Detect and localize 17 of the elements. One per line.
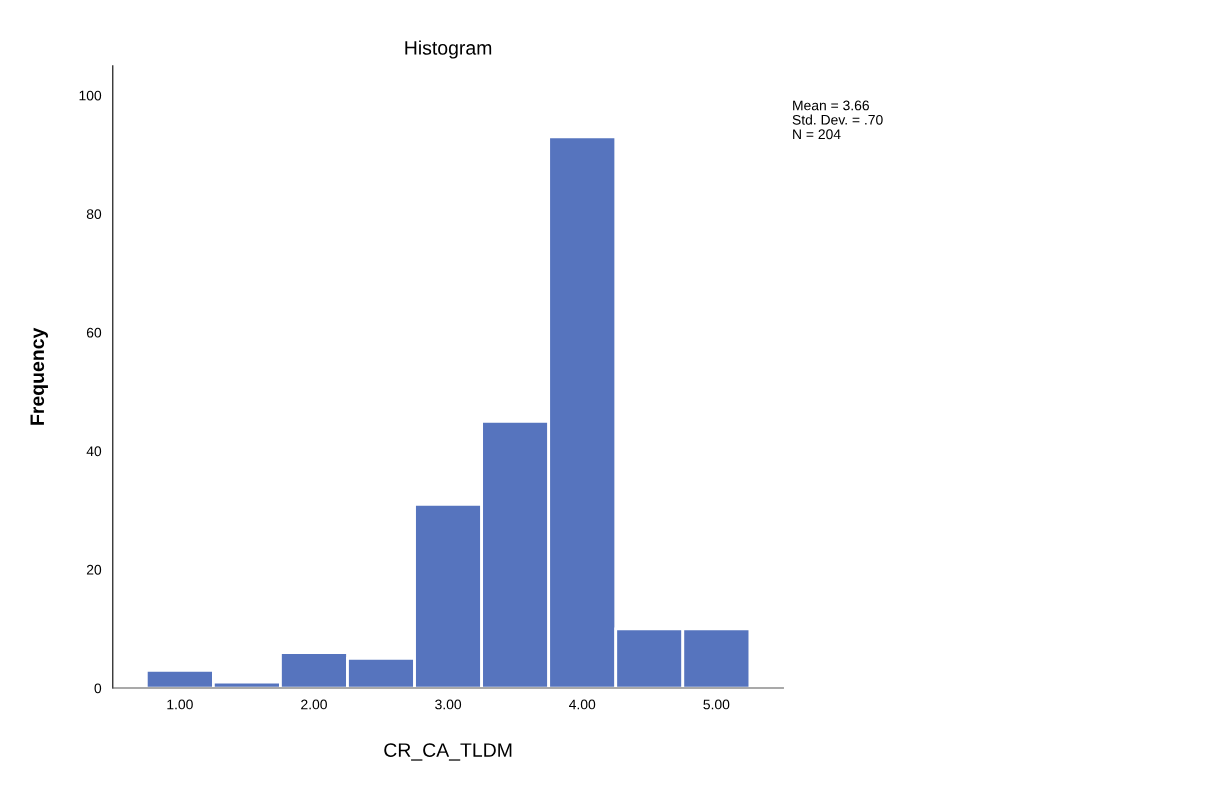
x-tick-label: 1.00 <box>167 699 193 710</box>
x-tick-label: 5.00 <box>703 699 730 710</box>
y-axis-title: Frequency <box>30 327 48 425</box>
x-axis-title: CR_CA_TLDM <box>384 743 512 761</box>
text: Std. Dev. = .70 <box>792 114 883 125</box>
text: N = 204 <box>793 129 841 140</box>
y-tick-label: 80 <box>86 209 102 220</box>
y-tick-label: 40 <box>86 446 102 457</box>
y-tick-label: 0 <box>94 683 102 694</box>
x-tick-label: 3.00 <box>435 699 462 710</box>
x-tick-label: 2.00 <box>301 699 327 710</box>
y-tick-label: 60 <box>86 327 102 338</box>
chart-title: Histogram <box>405 40 492 59</box>
text: Mean = 3.66 <box>793 100 869 111</box>
x-tick-label: 4.00 <box>569 699 596 710</box>
y-tick-label: 20 <box>86 564 102 575</box>
y-tick-label: 100 <box>79 90 102 101</box>
